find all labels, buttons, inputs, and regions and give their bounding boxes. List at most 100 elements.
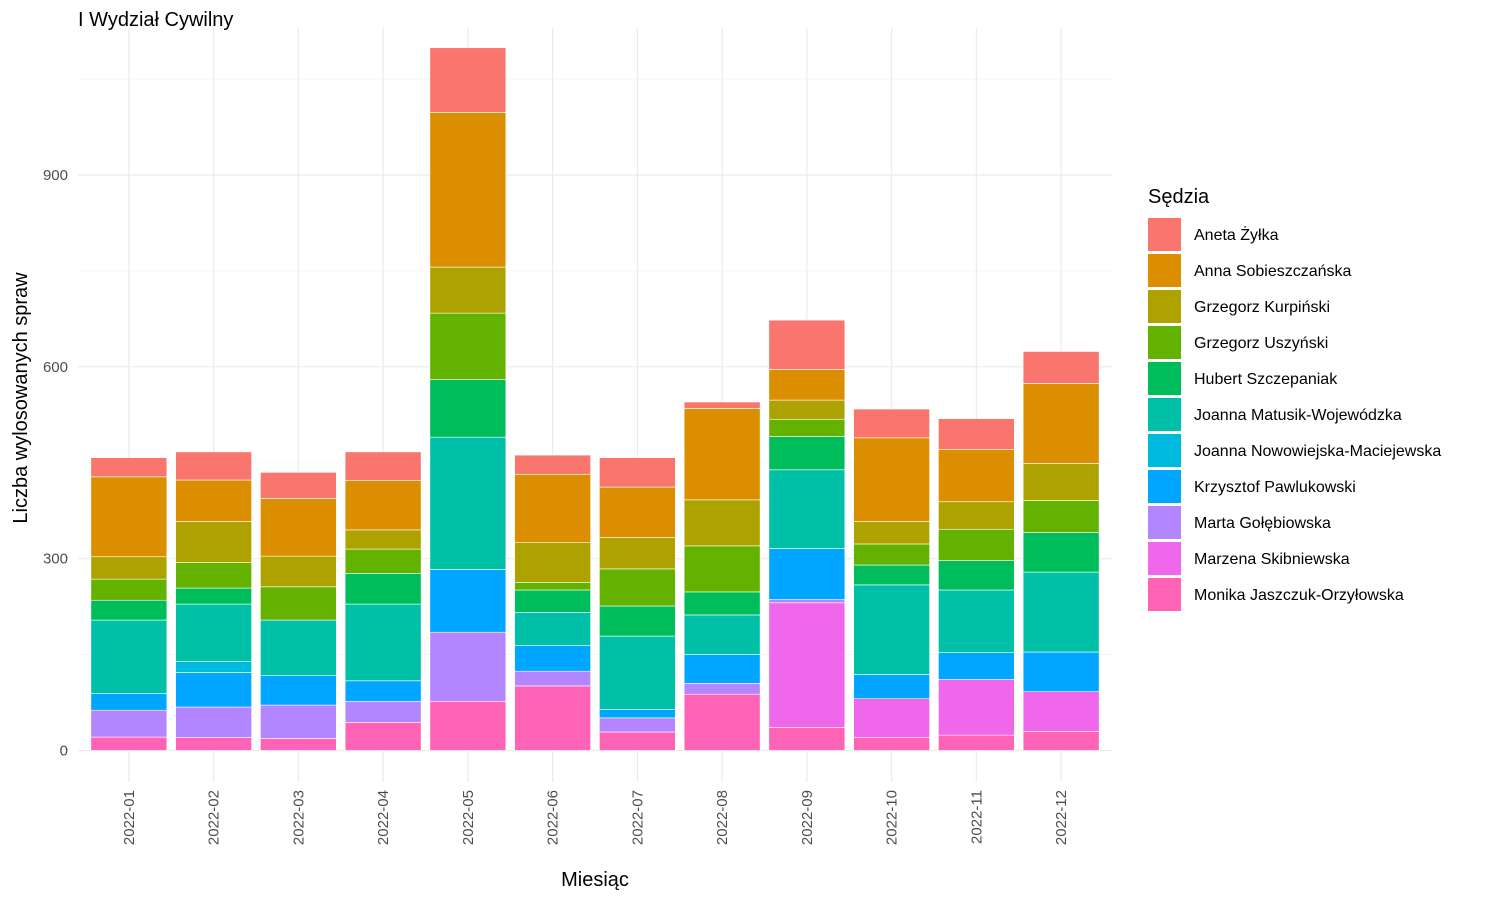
bar-segment (514, 670, 591, 687)
bar-segment (768, 602, 846, 728)
bar-segment (938, 501, 1015, 530)
bar-segment (599, 568, 676, 607)
bar-segment (175, 661, 252, 673)
bar-segment (938, 449, 1015, 503)
bar-segment (683, 614, 761, 655)
bars (90, 47, 1100, 751)
bar-segment (853, 543, 930, 566)
bar-segment (683, 683, 761, 695)
bar-segment (1022, 500, 1100, 533)
bar-segment (344, 548, 422, 574)
bar-segment (938, 589, 1015, 653)
legend-label: Marta Gołębiowska (1194, 515, 1331, 532)
bar-segment (1022, 571, 1100, 653)
bar-segment (938, 734, 1015, 751)
y-tick-label: 0 (60, 743, 68, 760)
legend: Sędzia Aneta Żyłka Anna Sobieszczańska Grz… (1148, 186, 1441, 611)
bar-segment (260, 704, 337, 739)
bar-segment (683, 408, 761, 501)
bar-segment (344, 573, 422, 605)
bar-segment (1022, 731, 1100, 751)
bar-segment (260, 586, 337, 621)
bar-segment (429, 266, 507, 314)
bar-segment (175, 737, 252, 751)
bar-segment (1022, 691, 1100, 732)
bar-segment (768, 469, 846, 549)
bar-segment (599, 635, 676, 710)
bar-segment (344, 451, 422, 481)
bar-segment (90, 457, 168, 478)
bar-segment (599, 486, 676, 538)
legend-swatch (1148, 470, 1181, 503)
legend-swatch (1148, 290, 1181, 323)
bar-segment (514, 542, 591, 583)
bar-segment (768, 548, 846, 600)
y-tick-label: 300 (43, 551, 68, 568)
bar-segment (90, 476, 168, 558)
bar-segment (599, 457, 676, 488)
bar-segment (1022, 383, 1100, 464)
bar-segment (768, 727, 846, 751)
bar-segment (1022, 651, 1100, 692)
bar-segment (1022, 532, 1100, 573)
bar-segment (514, 582, 591, 591)
y-axis-title: Liczba wylosowanych spraw (10, 272, 32, 524)
bar-segment (260, 498, 337, 557)
legend-label: Anna Sobieszczańska (1194, 263, 1352, 280)
legend-swatch (1148, 578, 1181, 611)
bar-segment (90, 736, 168, 751)
bar-segment (768, 319, 846, 370)
bar-segment (768, 418, 846, 437)
bar-segment (853, 698, 930, 739)
legend-swatch (1148, 218, 1181, 251)
legend-label: Hubert Szczepaniak (1194, 371, 1338, 388)
legend-label: Grzegorz Kurpiński (1194, 299, 1330, 316)
legend-label: Joanna Nowowiejska-Maciejewska (1194, 443, 1441, 460)
bar-segment (429, 631, 507, 702)
bar-segment (1022, 463, 1100, 501)
bar-segment (853, 564, 930, 586)
x-tick-label: 2022-01 (121, 790, 138, 845)
bar-segment (853, 408, 930, 439)
legend-swatch (1148, 506, 1181, 539)
bar-segment (344, 722, 422, 751)
legend-label: Monika Jaszczuk-Orzyłowska (1194, 587, 1404, 604)
bar-segment (853, 437, 930, 522)
bar-segment (175, 562, 252, 589)
chart-title: I Wydział Cywilny (78, 9, 233, 31)
bar-segment (514, 612, 591, 646)
bar-segment (90, 693, 168, 711)
bar-segment (683, 499, 761, 547)
bar-segment (768, 369, 846, 401)
bar-segment (90, 709, 168, 738)
legend-label: Marzena Skibniewska (1194, 551, 1350, 568)
bar-segment (599, 731, 676, 751)
legend-swatch (1148, 542, 1181, 575)
bar-segment (599, 717, 676, 733)
bar-segment (683, 545, 761, 593)
bar-segment (853, 674, 930, 700)
bar-segment (90, 599, 168, 621)
legend-label: Aneta Żyłka (1194, 225, 1279, 244)
bar-segment (260, 675, 337, 706)
legend-swatch (1148, 326, 1181, 359)
bar-segment (683, 401, 761, 409)
bar-segment (683, 693, 761, 751)
bar-segment (175, 672, 252, 708)
x-tick-label: 2022-05 (460, 790, 477, 845)
bar-segment (429, 436, 507, 570)
bar-segment (260, 738, 337, 751)
bar-segment (175, 451, 252, 481)
y-tick-label: 600 (43, 359, 68, 376)
bar-segment (344, 529, 422, 550)
bar-segment (429, 379, 507, 438)
bar-segment (90, 619, 168, 694)
bar-segment (429, 700, 507, 751)
bar-segment (938, 652, 1015, 680)
bar-segment (599, 709, 676, 719)
bar-segment (429, 47, 507, 113)
bar-segment (344, 603, 422, 682)
bar-segment (514, 685, 591, 751)
x-tick-label: 2022-10 (884, 790, 901, 845)
